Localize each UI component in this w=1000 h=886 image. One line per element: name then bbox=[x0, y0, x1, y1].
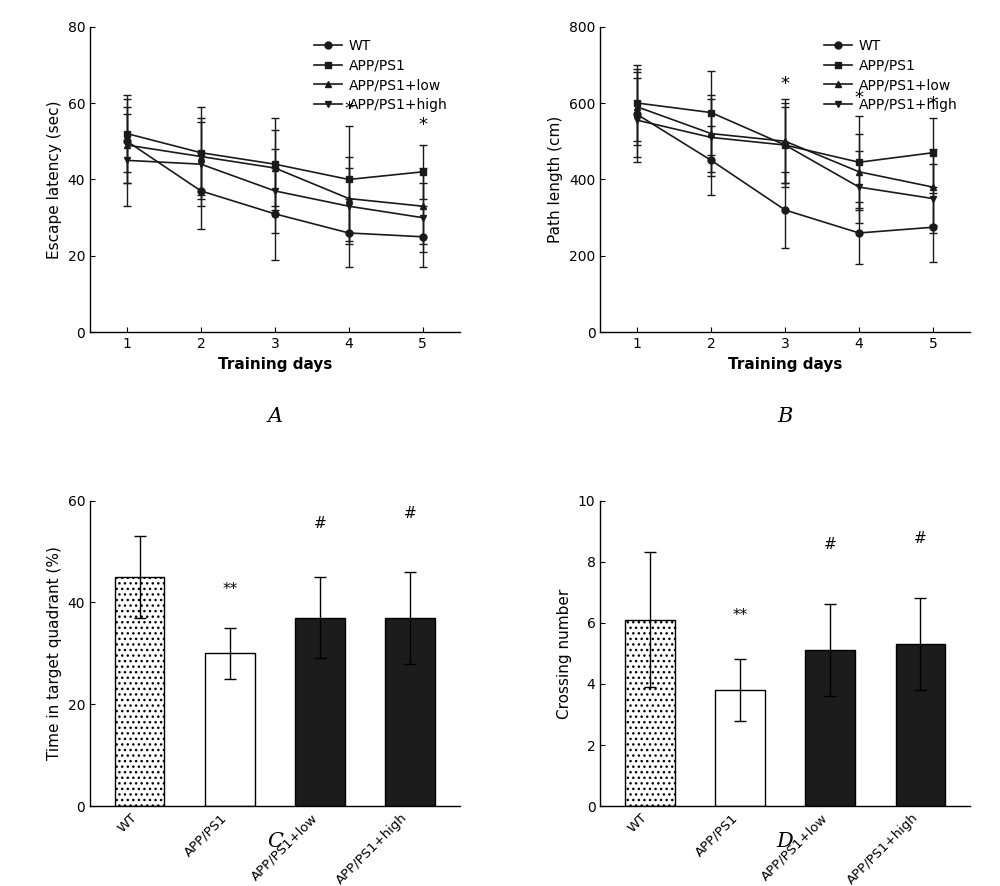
Text: *: * bbox=[855, 89, 864, 107]
Y-axis label: Path length (cm): Path length (cm) bbox=[548, 116, 563, 243]
Text: A: A bbox=[267, 407, 282, 426]
Y-axis label: Escape latency (sec): Escape latency (sec) bbox=[47, 100, 62, 259]
Text: D: D bbox=[777, 832, 794, 851]
Text: *: * bbox=[929, 95, 938, 113]
Bar bbox=[385, 618, 435, 806]
Text: #: # bbox=[914, 532, 927, 547]
Text: **: ** bbox=[732, 608, 748, 623]
Text: *: * bbox=[344, 100, 353, 119]
Text: #: # bbox=[824, 538, 837, 553]
Bar bbox=[715, 690, 765, 806]
Bar bbox=[625, 619, 675, 806]
Text: #: # bbox=[314, 516, 326, 531]
Text: *: * bbox=[781, 75, 790, 93]
X-axis label: Training days: Training days bbox=[218, 357, 332, 372]
Y-axis label: Crossing number: Crossing number bbox=[557, 588, 572, 719]
Y-axis label: Time in target quadrant (%): Time in target quadrant (%) bbox=[47, 547, 62, 760]
Legend: WT, APP/PS1, APP/PS1+low, APP/PS1+high: WT, APP/PS1, APP/PS1+low, APP/PS1+high bbox=[818, 34, 963, 117]
X-axis label: Training days: Training days bbox=[728, 357, 842, 372]
Bar bbox=[115, 577, 164, 806]
Bar bbox=[295, 618, 345, 806]
Text: **: ** bbox=[222, 582, 237, 597]
Text: B: B bbox=[777, 407, 793, 426]
Text: #: # bbox=[404, 506, 417, 521]
Legend: WT, APP/PS1, APP/PS1+low, APP/PS1+high: WT, APP/PS1, APP/PS1+low, APP/PS1+high bbox=[308, 34, 453, 117]
Bar bbox=[896, 644, 945, 806]
Text: C: C bbox=[267, 832, 283, 851]
Bar bbox=[805, 650, 855, 806]
Bar bbox=[205, 653, 255, 806]
Text: *: * bbox=[418, 115, 427, 134]
